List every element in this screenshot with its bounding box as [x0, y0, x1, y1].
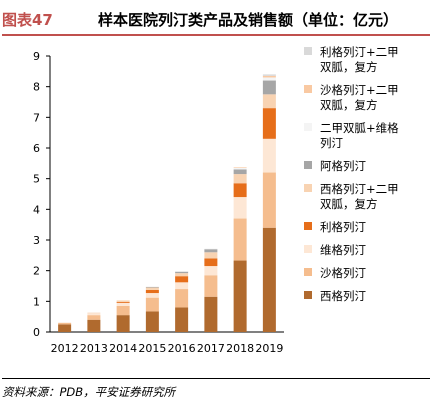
bar-segment: [116, 300, 130, 302]
bar-segment: [262, 108, 276, 139]
bar-segment: [116, 305, 130, 316]
x-tick-label: 2013: [80, 342, 108, 355]
figure-title: 样本医院列汀类产品及销售额（单位：亿元）: [98, 11, 399, 29]
y-tick-label: 7: [33, 111, 40, 124]
bar-segment: [233, 169, 247, 175]
legend-swatch: [304, 184, 312, 192]
bar-segment: [175, 282, 189, 290]
y-tick-label: 8: [33, 81, 40, 94]
bar-segment: [233, 167, 247, 168]
bar-segment: [145, 297, 159, 312]
bar-segment: [175, 276, 189, 283]
plot-area: 0 1 2 3 4 5 6 7 8 9 2012 2013 2014 2015 2016 2017 2018 20…: [33, 50, 284, 355]
y-tick-label: 3: [33, 234, 40, 247]
bar-segment: [262, 75, 276, 78]
legend-label: 利格列汀+二甲双胍，复方: [320, 45, 399, 74]
figure-footer: 资料来源：PDB，平安证券研究所: [2, 378, 430, 399]
bar-segment: [175, 307, 189, 332]
legend-swatch: [304, 47, 312, 55]
y-tick-label: 5: [33, 173, 40, 186]
bar-segment: [262, 77, 276, 81]
figure-label: 图表47: [2, 11, 53, 29]
x-tick-label: 2019: [255, 342, 283, 355]
legend-swatch: [304, 291, 312, 299]
legend-label: 西格列汀: [320, 289, 366, 303]
y-tick-label: 1: [33, 295, 40, 308]
y-tick-label: 4: [33, 203, 40, 216]
legend-swatch: [304, 245, 312, 253]
bar-segment: [145, 289, 159, 294]
stacked-bar-chart: 0 1 2 3 4 5 6 7 8 9 2012 2013 2014 2015 2016 2017 2018 20…: [33, 45, 399, 355]
bar-segment: [233, 218, 247, 261]
bar-segment: [262, 74, 276, 76]
legend-label: 沙格列汀+二甲双胍，复方: [320, 83, 399, 112]
bar-segment: [262, 94, 276, 109]
figure-header: 图表47 样本医院列汀类产品及销售额（单位：亿元）: [2, 8, 430, 36]
bar-segment: [87, 313, 101, 316]
legend-label: 二甲双胍+维格列汀: [320, 121, 399, 150]
x-tick-label: 2014: [109, 342, 137, 355]
legend-label: 利格列汀: [320, 220, 366, 234]
bar-segment: [204, 296, 218, 332]
y-tick-label: 6: [33, 142, 40, 155]
bar-segment: [58, 324, 72, 332]
bar-segment: [145, 293, 159, 298]
x-tick-label: 2016: [168, 342, 196, 355]
bar-segment: [175, 289, 189, 308]
y-tick-label: 9: [33, 50, 40, 63]
x-tick-label: 2018: [226, 342, 254, 355]
bar-segment: [233, 174, 247, 184]
legend: 利格列汀+二甲双胍，复方沙格列汀+二甲双胍，复方二甲双胍+维格列汀阿格列汀西格列…: [304, 45, 399, 303]
legend-label: 西格列汀+二甲双胍，复方: [320, 182, 399, 211]
bar-segment: [116, 302, 130, 306]
bar-segment: [204, 266, 218, 276]
bar-segment: [204, 258, 218, 267]
bar-segment: [233, 260, 247, 332]
bar-segment: [204, 275, 218, 297]
bar-segment: [116, 315, 130, 332]
legend-swatch: [304, 123, 312, 131]
legend-swatch: [304, 222, 312, 230]
bar-segment: [262, 227, 276, 332]
x-tick-label: 2012: [51, 342, 79, 355]
y-tick-label: 2: [33, 265, 40, 278]
source-note: 资料来源：PDB，平安证券研究所: [2, 385, 176, 399]
bar-segment: [87, 315, 101, 320]
bar-segment: [175, 273, 189, 277]
x-tick-label: 2017: [197, 342, 225, 355]
bar-segment: [145, 286, 159, 288]
legend-label: 沙格列汀: [320, 266, 366, 280]
bar-segment: [262, 172, 276, 228]
bar-segment: [262, 138, 276, 173]
x-tick-label: 2015: [138, 342, 166, 355]
bar-segment: [58, 322, 72, 325]
bar-segment: [145, 287, 159, 290]
bar-segment: [233, 167, 247, 170]
bar-segment: [175, 271, 189, 274]
bar-segment: [87, 312, 101, 314]
bar-segment: [145, 311, 159, 332]
legend-swatch: [304, 161, 312, 169]
legend-label: 维格列汀: [320, 243, 366, 257]
bar-segment: [233, 197, 247, 219]
legend-swatch: [304, 268, 312, 276]
bar-segment: [262, 80, 276, 95]
bar-segment: [204, 249, 218, 253]
bar-segment: [204, 252, 218, 259]
bar-segment: [116, 301, 130, 303]
bar-segment: [87, 319, 101, 332]
y-tick-label: 0: [33, 326, 40, 339]
bar-segment: [175, 271, 189, 272]
legend-swatch: [304, 85, 312, 93]
bar-segment: [204, 248, 218, 250]
legend-label: 阿格列汀: [320, 159, 366, 173]
bar-segment: [233, 183, 247, 198]
